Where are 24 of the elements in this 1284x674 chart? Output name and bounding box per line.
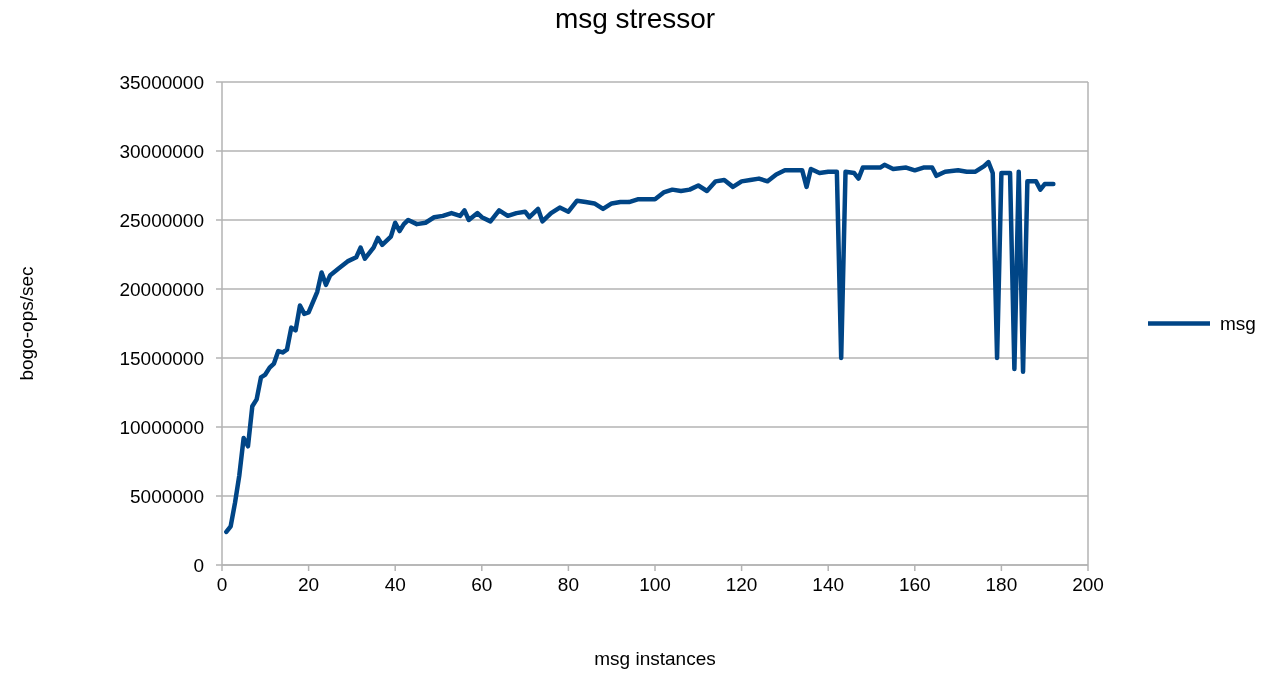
x-tick-label: 200 [1072, 574, 1104, 595]
y-tick-label: 0 [193, 554, 204, 576]
x-tick-label: 0 [216, 574, 228, 595]
y-tick-label: 5000000 [130, 485, 204, 507]
x-tick-label: 100 [639, 574, 671, 595]
y-axis-title: bogo-ops/sec [16, 266, 37, 381]
line-series [224, 159, 1056, 535]
x-tick-label: 60 [471, 574, 493, 595]
y-tick-label: 15000000 [119, 347, 204, 369]
x-tick-label: 80 [557, 574, 579, 595]
y-tick-label: 30000000 [119, 140, 204, 162]
y-tick-label: 35000000 [119, 71, 204, 93]
y-tick-label: 20000000 [119, 278, 204, 300]
x-tick-label: 160 [898, 574, 931, 595]
x-tick-label: 140 [812, 574, 845, 595]
y-tick-label: 10000000 [119, 416, 204, 438]
x-tick-label: 180 [985, 574, 1018, 595]
chart-title: msg stressor [554, 3, 716, 34]
x-tick-label: 20 [298, 574, 320, 595]
x-axis-title: msg instances [594, 648, 716, 669]
y-tick-label: 25000000 [119, 209, 204, 231]
x-tick-label: 120 [725, 574, 758, 595]
legend-label: msg [1220, 313, 1256, 335]
x-tick-label: 40 [384, 574, 406, 595]
